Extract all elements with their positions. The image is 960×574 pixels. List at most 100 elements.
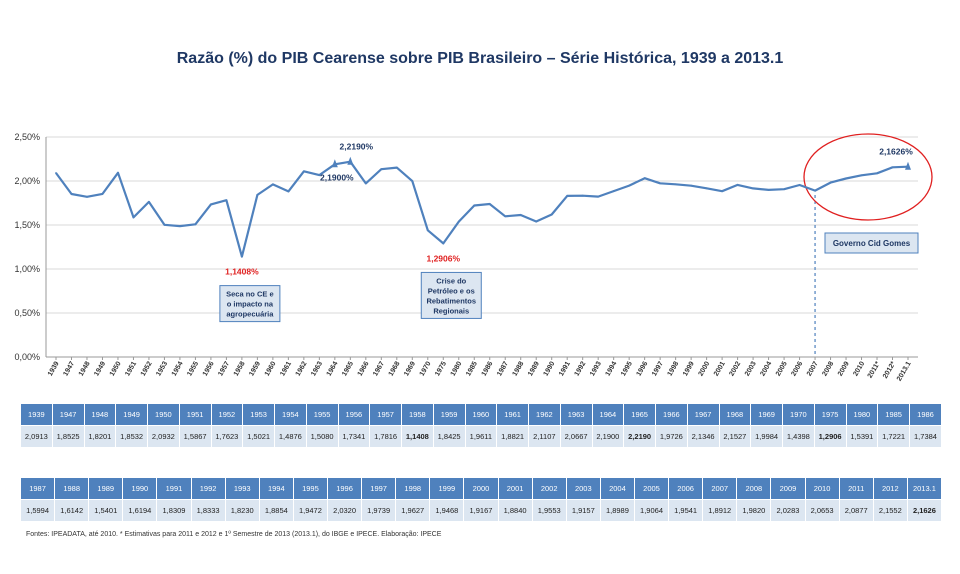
highlight-circle [803,133,933,221]
table-value-cell: 2,0653 [805,500,839,521]
table-value-cell: 1,5021 [243,426,274,447]
data-point [488,203,491,205]
data-label: 2,2190% [340,142,374,152]
data-point [705,187,708,190]
y-tick-label: 1,00% [14,264,40,274]
table-value-cell: 1,8309 [157,500,191,521]
table-value-cell: 1,9726 [656,426,687,447]
table-year-cell: 1985 [878,404,909,425]
table-value-cell: 1,8840 [498,500,532,521]
data-point [179,225,181,227]
data-point [70,193,73,195]
table-year-cell: 1965 [624,404,655,425]
table-year-cell: 1949 [116,404,147,425]
table-value-cell: 1,9739 [362,500,396,521]
x-tick-label: 1954 [171,360,185,377]
data-point [225,199,228,202]
x-tick-label: 1987 [496,360,510,377]
x-tick-label: 1968 [388,360,402,377]
y-tick-label: 0,00% [14,352,40,362]
data-point [674,183,677,186]
data-point [752,187,754,190]
table-value-cell: 1,7623 [211,426,243,447]
data-point [860,174,863,177]
table-year-cell: 1954 [275,404,306,425]
annotation-note-line: Rebatimentos [426,296,476,305]
table-year-cell: 2009 [771,478,805,499]
data-point [473,204,476,207]
table-value-cell: 2,0320 [327,500,362,521]
data-point [287,190,290,193]
x-tick-label: 1993 [589,360,603,377]
x-tick-label: 2004 [759,360,773,377]
table-value-cell: 1,2906 [814,426,846,447]
table-value-cell: 1,1408 [402,426,433,447]
data-point [194,223,197,226]
x-tick-label: 1965 [341,360,355,377]
data-label: 2,1900% [320,172,354,182]
data-label: 1,1408% [225,267,259,277]
annotation-box [420,271,482,319]
table-value-cell: 1,5401 [89,500,123,521]
series-line [55,160,909,258]
annotation-note-line: Seca no CE e [226,290,274,299]
data-point [163,223,166,226]
table-year-cell: 2010 [805,478,839,499]
table-year-cell: 1950 [148,404,179,425]
data-point [891,166,894,169]
table-year-cell: 1993 [225,478,259,499]
table-value-cell: 2,0283 [771,500,805,521]
x-tick-label: 2006 [790,360,804,377]
table-year-cell: 1996 [327,478,362,499]
table-value-cell: 1,8201 [84,426,116,447]
data-point [504,215,507,218]
table-value-cell: 2,1552 [873,500,907,521]
x-tick-label: 1986 [481,360,495,377]
data-point [318,174,321,177]
x-tick-label: 1991 [558,360,572,377]
x-tick-label: 2010 [852,360,866,377]
x-tick-label: 1947 [62,360,76,377]
table-year-cell: 1961 [497,404,528,425]
x-tick-label: 2011* [867,360,882,379]
table-year-cell: 1947 [52,404,84,425]
x-tick-label: 1997 [651,360,665,377]
x-tick-label: 1957 [217,360,231,377]
data-point [612,190,615,192]
data-point [566,194,569,197]
table-value-cell: 1,4398 [783,426,814,447]
table-year-row: 1987 1988 1989 1990 1991 1992 1993 1994 1995 1996… [21,478,941,499]
table-value-cell: 1,9984 [751,426,782,447]
table-year-cell: 1960 [465,404,497,425]
data-point [86,195,88,198]
source-footnote: Fontes: IPEADATA, até 2010. * Estimativa… [26,531,442,538]
x-tick-label: 1961 [279,360,293,377]
table-year-cell: 1991 [157,478,191,499]
annotation-note-line: Regionais [433,306,469,315]
x-tick-label: 1988 [512,360,526,377]
data-point [628,184,631,187]
data-point [240,255,243,258]
table-year-cell: 2011 [839,478,873,499]
x-tick-label: 2005 [775,360,789,377]
period-marker: Governo Cid Gomes [803,133,933,357]
table-value-cell: 2,0913 [21,426,52,447]
point-marker [905,161,911,170]
table-value-cell: 1,8230 [225,500,259,521]
x-tick-label: 1951 [124,360,138,377]
table-year-cell: 1969 [751,404,782,425]
table-value-cell: 2,1527 [719,426,751,447]
x-tick-label: 1949 [93,360,107,377]
marker-label: Governo Cid Gomes [833,239,911,248]
line-chart: 0,00%0,50%1,00%1,50%2,00%2,50% 1939 1947 1… [14,132,933,383]
table-year-cell: 1995 [293,478,327,499]
x-tick-label: 1960 [264,360,278,377]
x-tick-label: 1950 [109,360,123,377]
data-point [690,184,693,187]
table-value-cell: 2,1107 [529,426,560,447]
data-point [101,193,104,195]
annotation-note-line: Petróleo e os [428,286,475,295]
table-value-cell: 2,1626 [907,500,941,521]
data-point [302,170,305,173]
x-tick-label: 1998 [667,360,681,377]
